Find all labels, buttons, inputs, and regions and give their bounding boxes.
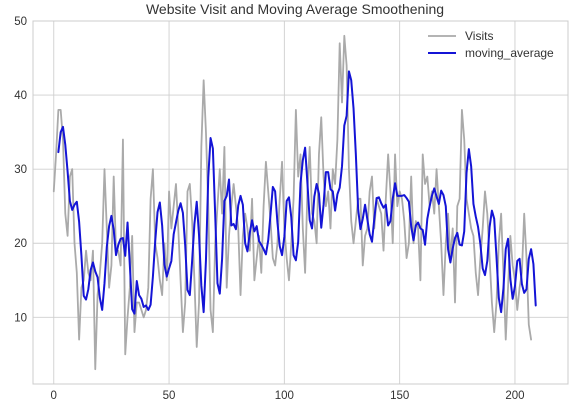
legend-label: Visits [465, 29, 493, 43]
series-line-Visits [54, 36, 531, 369]
x-tick-label: 100 [275, 390, 294, 402]
chart-title: Website Visit and Moving Average Smoothe… [146, 1, 444, 17]
y-tick-label: 50 [14, 16, 27, 28]
series-line-moving-average [58, 71, 535, 313]
y-tick-label: 30 [14, 164, 27, 176]
x-axis: 0 50 100 150 200 [51, 390, 525, 402]
x-tick-label: 0 [51, 390, 57, 402]
legend: Visits moving_average [428, 29, 554, 60]
x-tick-label: 150 [390, 390, 409, 402]
y-axis: 10 20 30 40 50 [14, 16, 27, 324]
y-tick-label: 10 [14, 312, 27, 324]
x-tick-label: 200 [505, 390, 524, 402]
legend-label: moving_average [465, 46, 554, 60]
y-tick-label: 40 [14, 90, 27, 102]
y-tick-label: 20 [14, 238, 27, 250]
x-tick-label: 50 [163, 390, 176, 402]
series-layer [54, 36, 536, 369]
